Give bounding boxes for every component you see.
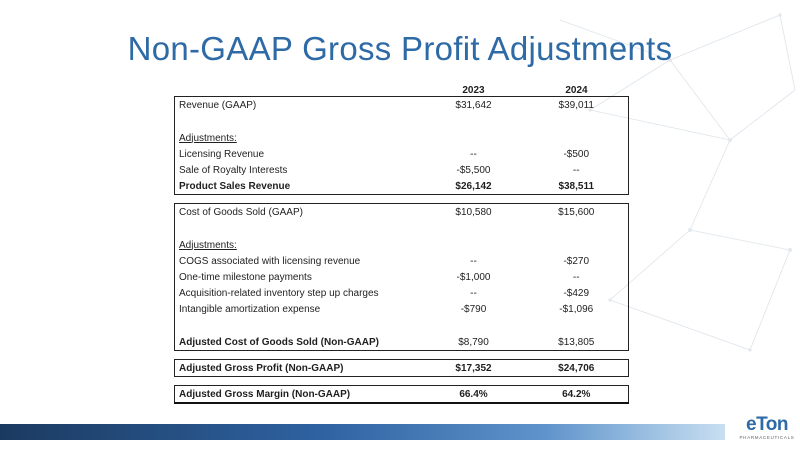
value-2023: 66.4% bbox=[422, 385, 525, 404]
table-row: Revenue (GAAP) $31,642 $39,011 bbox=[174, 96, 629, 113]
value-2023: -$790 bbox=[460, 303, 487, 315]
footer-gradient-bar bbox=[0, 424, 725, 440]
row-label: Licensing Revenue bbox=[174, 146, 423, 162]
company-logo: eTon PHARMACEUTICALS bbox=[736, 415, 798, 441]
header-2024: 2024 bbox=[564, 85, 589, 97]
header-label-cell bbox=[175, 84, 423, 97]
value-2023: -- bbox=[470, 148, 477, 160]
value-2023: $8,790 bbox=[422, 334, 525, 351]
gross-profit-table: 2023 2024 Revenue (GAAP) $31,642 $39,011… bbox=[174, 84, 629, 404]
value-2024: 64.2% bbox=[524, 385, 629, 404]
separator-row bbox=[175, 351, 629, 360]
value-2024: -$500 bbox=[524, 146, 629, 162]
value-2023: $31,642 bbox=[422, 96, 525, 113]
row-label: Cost of Goods Sold (GAAP) bbox=[174, 203, 423, 220]
header-2023: 2023 bbox=[461, 85, 486, 97]
value-2024: $13,805 bbox=[524, 334, 629, 351]
slide-title: Non-GAAP Gross Profit Adjustments bbox=[127, 30, 673, 67]
value-2024: -- bbox=[524, 269, 629, 285]
spacer-row bbox=[174, 317, 629, 334]
total-row: Adjusted Cost of Goods Sold (Non-GAAP) $… bbox=[174, 334, 629, 351]
value-2024: $24,706 bbox=[524, 359, 629, 377]
value-2023: -$1,000 bbox=[456, 271, 491, 283]
row-label: One-time milestone payments bbox=[174, 269, 423, 285]
separator-row bbox=[175, 195, 629, 204]
header-row: 2023 2024 bbox=[175, 84, 629, 97]
value-2023: $26,142 bbox=[422, 178, 525, 195]
row-label: Adjusted Cost of Goods Sold (Non-GAAP) bbox=[174, 334, 423, 351]
table-row: COGS associated with licensing revenue -… bbox=[174, 253, 629, 269]
row-label: Adjusted Gross Margin (Non-GAAP) bbox=[174, 385, 423, 404]
value-2024: -$429 bbox=[524, 285, 629, 301]
total-row: Adjusted Gross Margin (Non-GAAP) 66.4% 6… bbox=[174, 385, 629, 404]
value-2023: $10,580 bbox=[422, 203, 525, 220]
section-label: Adjustments: bbox=[174, 237, 423, 253]
value-2024: -$1,096 bbox=[524, 301, 629, 317]
row-label: Acquisition-related inventory step up ch… bbox=[174, 285, 423, 301]
logo-tagline: PHARMACEUTICALS bbox=[739, 435, 795, 440]
table-row: Adjustments: bbox=[174, 130, 629, 146]
total-row: Adjusted Gross Profit (Non-GAAP) $17,352… bbox=[174, 359, 629, 377]
logo-wordmark: eTon bbox=[746, 414, 788, 435]
spacer-row bbox=[174, 220, 629, 237]
value-2024: $38,511 bbox=[524, 178, 629, 195]
row-label: Intangible amortization expense bbox=[174, 301, 423, 317]
table-row: Licensing Revenue -- -$500 bbox=[174, 146, 629, 162]
row-label: Revenue (GAAP) bbox=[174, 96, 423, 113]
table-row: One-time milestone payments -$1,000 -- bbox=[174, 269, 629, 285]
total-row: Product Sales Revenue $26,142 $38,511 bbox=[174, 178, 629, 195]
value-2024: -- bbox=[524, 162, 629, 178]
table-row: Adjustments: bbox=[174, 237, 629, 253]
value-2023: -- bbox=[470, 255, 477, 267]
value-2023: $17,352 bbox=[422, 359, 525, 377]
value-2024: $39,011 bbox=[524, 96, 629, 113]
value-2023: -- bbox=[470, 287, 477, 299]
row-label: Sale of Royalty Interests bbox=[174, 162, 423, 178]
spacer-row bbox=[174, 113, 629, 130]
row-label: Product Sales Revenue bbox=[174, 178, 423, 195]
section-label: Adjustments: bbox=[174, 130, 423, 146]
table-row: Acquisition-related inventory step up ch… bbox=[174, 285, 629, 301]
table-row: Cost of Goods Sold (GAAP) $10,580 $15,60… bbox=[174, 203, 629, 220]
row-label: Adjusted Gross Profit (Non-GAAP) bbox=[174, 359, 423, 377]
value-2024: $15,600 bbox=[524, 203, 629, 220]
table-row: Intangible amortization expense -$790 -$… bbox=[174, 301, 629, 317]
value-2023: -$5,500 bbox=[456, 164, 491, 176]
separator-row bbox=[175, 377, 629, 386]
table-row: Sale of Royalty Interests -$5,500 -- bbox=[174, 162, 629, 178]
row-label: COGS associated with licensing revenue bbox=[174, 253, 423, 269]
value-2024: -$270 bbox=[524, 253, 629, 269]
